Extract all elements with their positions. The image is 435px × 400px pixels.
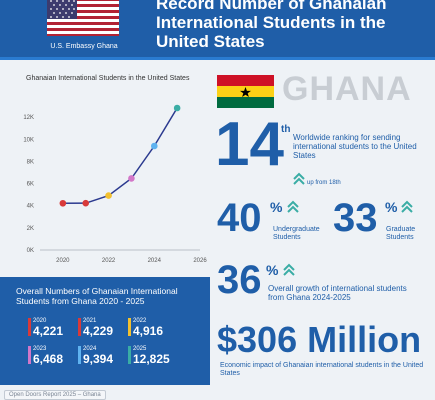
data-point bbox=[59, 199, 67, 207]
summary-value: 4,229 bbox=[83, 324, 114, 338]
grad-label: Graduate Students bbox=[386, 226, 416, 241]
header-banner: U.S. Embassy Ghana Record Number of Ghan… bbox=[0, 0, 435, 60]
data-point bbox=[173, 104, 181, 112]
y-tick-label: 8K bbox=[27, 159, 34, 165]
data-point bbox=[105, 192, 112, 199]
data-point bbox=[150, 142, 158, 150]
double-chevron-up-icon bbox=[293, 172, 305, 191]
color-bar bbox=[78, 318, 81, 336]
summary-year: 2021 bbox=[83, 318, 97, 324]
summary-title: Overall Numbers of Ghanaian Internationa… bbox=[16, 286, 178, 306]
y-tick-label: 12K bbox=[23, 115, 34, 121]
line-chart: 0K 2K 4K 6K 8K 10K 12K 2020 2022 2024 2026 bbox=[23, 104, 207, 264]
growth-value: 36 bbox=[217, 258, 262, 302]
y-tick-label: 2K bbox=[27, 226, 34, 232]
x-tick-label: 2022 bbox=[102, 258, 116, 264]
color-bar bbox=[28, 346, 31, 364]
us-flag-icon bbox=[47, 0, 119, 36]
color-bar bbox=[128, 318, 131, 336]
ghana-flag-icon bbox=[217, 75, 274, 108]
summary-year: 2022 bbox=[133, 318, 147, 324]
data-point bbox=[82, 199, 90, 207]
x-tick-label: 2024 bbox=[148, 258, 162, 264]
summary-year: 2023 bbox=[33, 346, 47, 352]
impact-value: $306 Million bbox=[217, 319, 422, 360]
source-label: Open Doors Report 2025 – Ghana bbox=[4, 390, 106, 400]
grad-value: 33 bbox=[333, 196, 378, 240]
y-tick-label: 4K bbox=[27, 204, 34, 210]
rank-number: 14 bbox=[215, 110, 284, 179]
y-tick-label: 10K bbox=[23, 137, 34, 143]
rank-change: up from 18th bbox=[307, 180, 341, 186]
summary-panel bbox=[0, 277, 210, 385]
summary-value: 12,825 bbox=[133, 352, 170, 366]
growth-label: Overall growth of international students… bbox=[268, 284, 407, 302]
country-name: GHANA bbox=[282, 70, 412, 108]
color-bar bbox=[78, 346, 81, 364]
embassy-label: U.S. Embassy Ghana bbox=[50, 43, 118, 50]
series-line bbox=[62, 107, 178, 205]
summary-year: 2025 bbox=[133, 346, 147, 352]
double-chevron-up-icon bbox=[283, 263, 295, 282]
grad-percent: % bbox=[385, 199, 398, 215]
summary-value: 4,916 bbox=[133, 324, 164, 338]
chart-title: Ghanaian International Students in the U… bbox=[26, 75, 190, 82]
y-tick-label: 6K bbox=[27, 182, 34, 188]
undergrad-label: Undergraduate Students bbox=[273, 226, 320, 241]
page-title: Record Number of Ghanaian International … bbox=[156, 0, 387, 51]
summary-year: 2024 bbox=[83, 346, 97, 352]
summary-year: 2020 bbox=[33, 318, 47, 324]
rank-suffix: th bbox=[281, 124, 291, 135]
summary-value: 9,394 bbox=[83, 352, 114, 366]
growth-percent: % bbox=[266, 262, 279, 278]
rank-description: Worldwide ranking for sending internatio… bbox=[293, 133, 417, 160]
undergrad-percent: % bbox=[270, 199, 283, 215]
y-tick-label: 0K bbox=[27, 248, 34, 254]
impact-label: Economic impact of Ghanaian internationa… bbox=[220, 362, 424, 377]
undergrad-value: 40 bbox=[217, 196, 262, 240]
summary-value: 4,221 bbox=[33, 324, 64, 338]
data-point bbox=[128, 175, 135, 182]
x-tick-label: 2020 bbox=[56, 258, 70, 264]
summary-value: 6,468 bbox=[33, 352, 64, 366]
double-chevron-up-icon bbox=[401, 200, 413, 219]
color-bar bbox=[28, 318, 31, 336]
x-tick-label: 2026 bbox=[193, 258, 207, 264]
color-bar bbox=[128, 346, 131, 364]
double-chevron-up-icon bbox=[287, 200, 299, 219]
